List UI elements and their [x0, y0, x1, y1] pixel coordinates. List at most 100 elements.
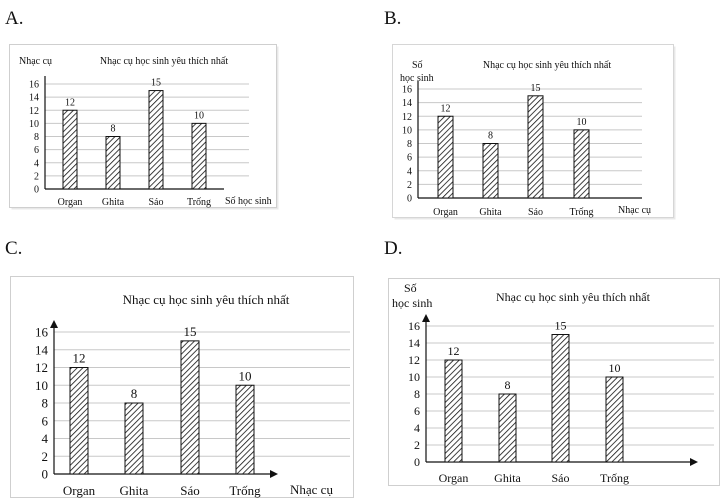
data-label: 12: [73, 351, 86, 366]
bar: [551, 334, 570, 463]
y-tick-label: 0: [34, 185, 39, 196]
y-tick-label: 10: [29, 119, 39, 130]
y-tick-label: 6: [34, 145, 39, 156]
chart-option-a: 0 2 4 6 8 10 12 14 16 12 Organ 8 Ghita 15 Sáo 10 Trống Nh…: [9, 44, 279, 210]
bar: [605, 376, 624, 463]
chart-title: Nhạc cụ học sinh yêu thích nhất: [483, 60, 612, 71]
chart-title: Nhạc cụ học sinh yêu thích nhất: [123, 292, 290, 307]
y-tick-label: 6: [407, 153, 412, 164]
y-axis-label: học sinh: [400, 73, 434, 84]
x-tick-label: Sáo: [149, 197, 164, 208]
x-tick-label: Ghita: [494, 471, 521, 485]
y-tick-label: 6: [414, 404, 420, 418]
x-tick-label: Ghita: [120, 483, 149, 498]
data-label: 8: [111, 124, 116, 135]
chart-title: Nhạc cụ học sinh yêu thích nhất: [100, 56, 229, 67]
y-tick-label: 16: [35, 325, 49, 340]
option-label-d: D.: [384, 238, 403, 259]
bar: [180, 340, 200, 475]
x-tick-label: Sáo: [180, 483, 200, 498]
y-axis-label: Số: [404, 281, 417, 295]
x-tick-label: Sáo: [552, 471, 570, 485]
bar: [148, 90, 164, 190]
x-axis-arrow: [690, 458, 698, 466]
chart-option-d: 0 2 4 6 8 10 12 14 16 12 Organ 8 Ghita 15 Sáo 10 Trống Nh…: [388, 278, 720, 486]
y-axis-arrow: [422, 314, 430, 322]
x-tick-label: Trống: [187, 197, 211, 208]
data-label: 10: [577, 117, 587, 128]
x-tick-label: Sáo: [528, 207, 543, 218]
x-tick-label: Organ: [63, 483, 96, 498]
x-axis-label: Nhạc cụ: [618, 205, 651, 216]
y-tick-label: 8: [34, 132, 39, 143]
y-tick-label: 2: [407, 180, 412, 191]
data-label: 10: [609, 361, 621, 375]
y-tick-label: 0: [407, 194, 412, 205]
data-label: 15: [151, 78, 161, 89]
data-label: 12: [448, 344, 460, 358]
bar: [573, 129, 590, 199]
bar: [235, 384, 255, 475]
y-tick-label: 14: [35, 342, 49, 357]
x-tick-label: Ghita: [479, 207, 502, 218]
data-label: 15: [184, 324, 197, 339]
y-tick-label: 14: [29, 93, 39, 104]
x-tick-label: Organ: [433, 207, 458, 218]
bar: [62, 109, 78, 190]
y-tick-label: 2: [414, 438, 420, 452]
y-tick-label: 4: [42, 431, 49, 446]
y-tick-label: 2: [42, 449, 49, 464]
x-tick-label: Trống: [600, 471, 629, 485]
y-tick-label: 0: [42, 467, 49, 482]
chart-title: Nhạc cụ học sinh yêu thích nhất: [496, 290, 651, 304]
x-tick-label: Ghita: [102, 197, 125, 208]
y-tick-label: 10: [408, 370, 420, 384]
y-tick-label: 12: [408, 353, 420, 367]
y-tick-label: 8: [407, 139, 412, 150]
data-label: 10: [239, 368, 252, 383]
y-tick-label: 12: [29, 106, 39, 117]
y-tick-label: 10: [402, 125, 412, 136]
bar: [498, 393, 517, 463]
data-label: 12: [441, 103, 451, 114]
x-axis-label: Số học sinh: [225, 196, 272, 207]
y-tick-label: 16: [402, 85, 412, 96]
bar: [527, 95, 544, 199]
chart-option-c: 0 2 4 6 8 10 12 14 16 12 Organ 8 Ghita 15 Sáo 10 Trống Nh…: [10, 276, 354, 498]
y-tick-label: 10: [35, 378, 48, 393]
y-tick-label: 6: [42, 413, 49, 428]
x-tick-label: Organ: [58, 197, 83, 208]
data-label: 10: [194, 110, 204, 121]
y-tick-label: 14: [402, 98, 412, 109]
y-tick-label: 4: [407, 166, 412, 177]
y-axis-label: Nhạc cụ: [19, 56, 52, 67]
chart-frame: [9, 44, 277, 208]
bar: [444, 359, 463, 463]
y-tick-label: 4: [414, 421, 420, 435]
y-tick-label: 4: [34, 158, 39, 169]
y-axis-label: Số: [412, 60, 423, 71]
option-label-b: B.: [384, 8, 402, 29]
bar: [124, 402, 144, 475]
y-tick-label: 0: [414, 455, 420, 469]
data-label: 15: [555, 319, 567, 333]
data-label: 15: [531, 83, 541, 94]
bar: [105, 136, 121, 190]
data-label: 8: [505, 378, 511, 392]
bar: [482, 143, 499, 199]
x-tick-label: Trống: [569, 207, 593, 218]
bar: [437, 115, 454, 199]
x-tick-label: Trống: [229, 483, 261, 498]
chart-option-b: 0 2 4 6 8 10 12 14 16 12 Organ 8 Ghita 15 Sáo 10 Trống Nh…: [392, 44, 676, 220]
data-label: 8: [488, 131, 493, 142]
y-tick-label: 2: [34, 171, 39, 182]
y-tick-label: 12: [35, 360, 48, 375]
data-label: 12: [65, 97, 75, 108]
bar: [191, 122, 207, 190]
option-label-c: C.: [5, 238, 23, 259]
y-tick-label: 12: [402, 112, 412, 123]
y-tick-label: 8: [414, 387, 420, 401]
x-tick-label: Organ: [439, 471, 469, 485]
data-label: 8: [131, 386, 138, 401]
y-tick-label: 8: [42, 396, 49, 411]
